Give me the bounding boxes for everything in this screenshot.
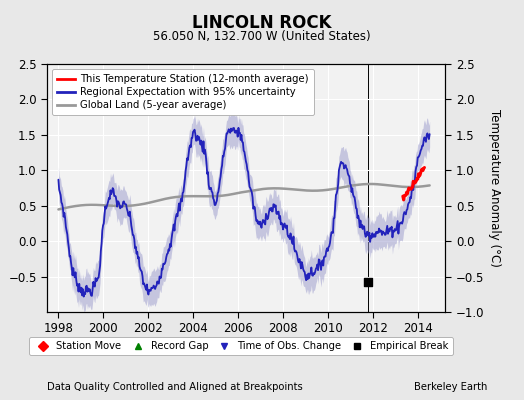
Legend: Station Move, Record Gap, Time of Obs. Change, Empirical Break: Station Move, Record Gap, Time of Obs. C… [29,337,453,355]
Text: 56.050 N, 132.700 W (United States): 56.050 N, 132.700 W (United States) [153,30,371,43]
Text: Berkeley Earth: Berkeley Earth [414,382,487,392]
Text: LINCOLN ROCK: LINCOLN ROCK [192,14,332,32]
Text: Data Quality Controlled and Aligned at Breakpoints: Data Quality Controlled and Aligned at B… [47,382,303,392]
Legend: This Temperature Station (12-month average), Regional Expectation with 95% uncer: This Temperature Station (12-month avera… [52,69,314,115]
Y-axis label: Temperature Anomaly (°C): Temperature Anomaly (°C) [488,109,501,267]
Point [364,278,372,285]
